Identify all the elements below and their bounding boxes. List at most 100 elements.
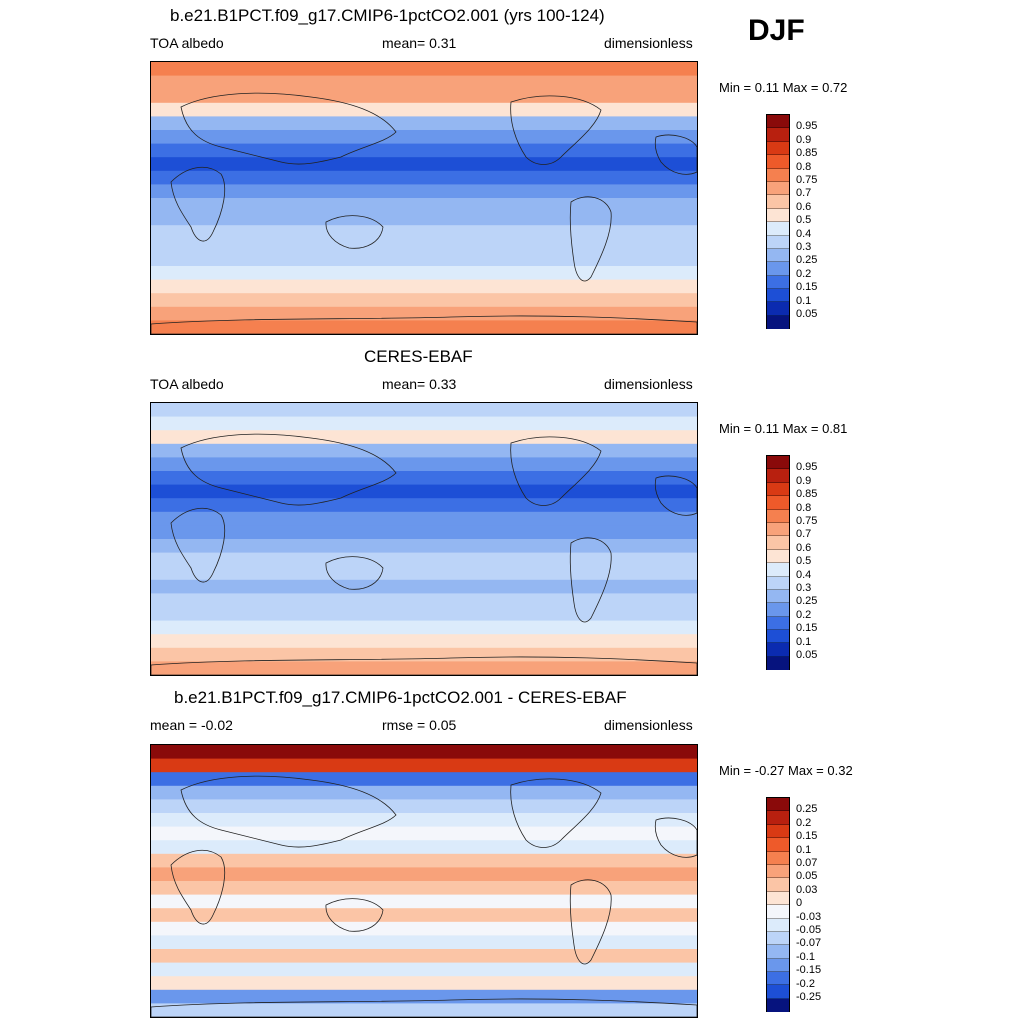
panel-3-map — [150, 744, 698, 1018]
colorbar-swatch — [767, 838, 789, 852]
colorbar-tick-label: -0.05 — [796, 924, 822, 936]
colorbar-swatch — [767, 851, 789, 865]
panel-3-rmse: rmse = 0.05 — [382, 717, 457, 733]
map-latitude-band — [151, 443, 697, 458]
colorbar-swatch — [767, 958, 789, 973]
colorbar-swatch — [767, 275, 789, 290]
coastline — [170, 507, 226, 583]
panel-2-colorbar — [766, 455, 790, 671]
map-latitude-band — [151, 785, 697, 800]
colorbar-swatch — [767, 972, 789, 986]
panel-1-map — [150, 61, 698, 335]
map-latitude-band — [151, 320, 697, 334]
map-latitude-band — [151, 238, 697, 253]
map-latitude-band — [151, 170, 697, 185]
map-latitude-band — [151, 799, 697, 814]
map-latitude-band — [151, 293, 697, 308]
colorbar-swatch — [767, 482, 789, 497]
map-latitude-band — [151, 266, 697, 281]
colorbar-swatch — [767, 522, 789, 537]
colorbar-swatch — [767, 589, 789, 604]
coastline — [510, 436, 602, 506]
panel-2-mean: mean= 0.33 — [382, 376, 457, 392]
map-latitude-band — [151, 579, 697, 594]
coastline — [170, 849, 226, 925]
colorbar-swatch — [767, 195, 789, 209]
colorbar-swatch — [767, 985, 789, 999]
panel-1-minmax: Min = 0.11 Max = 0.72 — [719, 80, 848, 95]
panel-1-colorbar — [766, 114, 790, 330]
map-latitude-band — [151, 921, 697, 936]
colorbar-swatch — [767, 824, 789, 839]
colorbar-tick-label: -0.25 — [796, 991, 822, 1003]
colorbar-tick-label: 0.15 — [796, 622, 818, 635]
colorbar-swatch — [767, 222, 789, 236]
colorbar-swatch — [767, 536, 789, 550]
colorbar-tick-label: 0.15 — [796, 281, 818, 294]
colorbar-swatch — [767, 248, 789, 263]
colorbar-swatch — [767, 262, 789, 276]
colorbar-tick-label: 0.2 — [796, 267, 812, 280]
colorbar-tick-label: 0.75 — [796, 515, 818, 527]
map-latitude-band — [151, 745, 697, 760]
colorbar-tick-label: 0.05 — [796, 308, 818, 320]
map-latitude-band — [151, 89, 697, 104]
panel-2-variable: TOA albedo — [150, 376, 224, 392]
colorbar-tick-label: 0.05 — [796, 870, 818, 883]
colorbar-swatch — [767, 128, 789, 142]
map-latitude-band — [151, 511, 697, 526]
colorbar-swatch — [767, 811, 789, 825]
coastline — [151, 656, 697, 675]
map-latitude-band — [151, 593, 697, 608]
panel-2-units: dimensionless — [604, 376, 693, 392]
colorbar-tick-label: 0.8 — [796, 160, 812, 173]
map-latitude-band — [151, 840, 697, 855]
panel-2-minmax: Min = 0.11 Max = 0.81 — [719, 421, 848, 436]
colorbar-swatch — [767, 945, 789, 959]
map-latitude-band — [151, 867, 697, 882]
colorbar-tick-label: 0.9 — [796, 474, 812, 487]
coastline — [180, 92, 397, 165]
map-latitude-band — [151, 772, 697, 787]
coastline — [569, 537, 612, 623]
colorbar-swatch — [767, 496, 789, 510]
coastline — [510, 778, 602, 848]
colorbar-swatch — [767, 918, 789, 932]
coastline — [569, 879, 612, 965]
map-latitude-band — [151, 525, 697, 540]
map-latitude-band — [151, 430, 697, 445]
colorbar-tick-label: 0.25 — [796, 254, 818, 267]
map-latitude-band — [151, 894, 697, 909]
season-label: DJF — [748, 14, 805, 47]
map-latitude-band — [151, 252, 697, 267]
colorbar-tick-label: 0.2 — [796, 608, 812, 621]
coastline — [654, 134, 697, 175]
colorbar-tick-label: 0.05 — [796, 649, 818, 661]
panel-3-mean: mean = -0.02 — [150, 717, 233, 733]
map-latitude-band — [151, 853, 697, 868]
colorbar-swatch — [767, 998, 789, 1013]
map-latitude-band — [151, 539, 697, 554]
colorbar-swatch — [767, 302, 789, 316]
map-latitude-band — [151, 403, 697, 418]
map-latitude-band — [151, 566, 697, 581]
panel-3-minmax: Min = -0.27 Max = 0.32 — [719, 763, 853, 778]
colorbar-tick-label: 0.1 — [796, 843, 812, 856]
coastline — [654, 475, 697, 516]
colorbar-swatch — [767, 235, 789, 249]
map-latitude-band — [151, 116, 697, 131]
colorbar-swatch — [767, 208, 789, 223]
map-latitude-band — [151, 225, 697, 240]
colorbar-tick-label: 0.6 — [796, 541, 812, 554]
map-latitude-band — [151, 935, 697, 950]
panel-2-title: CERES-EBAF — [364, 347, 473, 366]
colorbar-tick-label: 0.07 — [796, 857, 818, 869]
map-latitude-band — [151, 881, 697, 896]
colorbar-tick-label: -0.07 — [796, 937, 822, 950]
colorbar-tick-label: 0.25 — [796, 595, 818, 608]
coastline — [325, 898, 384, 932]
colorbar-tick-label: 0.7 — [796, 528, 812, 541]
map-latitude-band — [151, 908, 697, 923]
colorbar-tick-label: 0.7 — [796, 187, 812, 200]
colorbar-tick-label: 0.5 — [796, 214, 812, 227]
